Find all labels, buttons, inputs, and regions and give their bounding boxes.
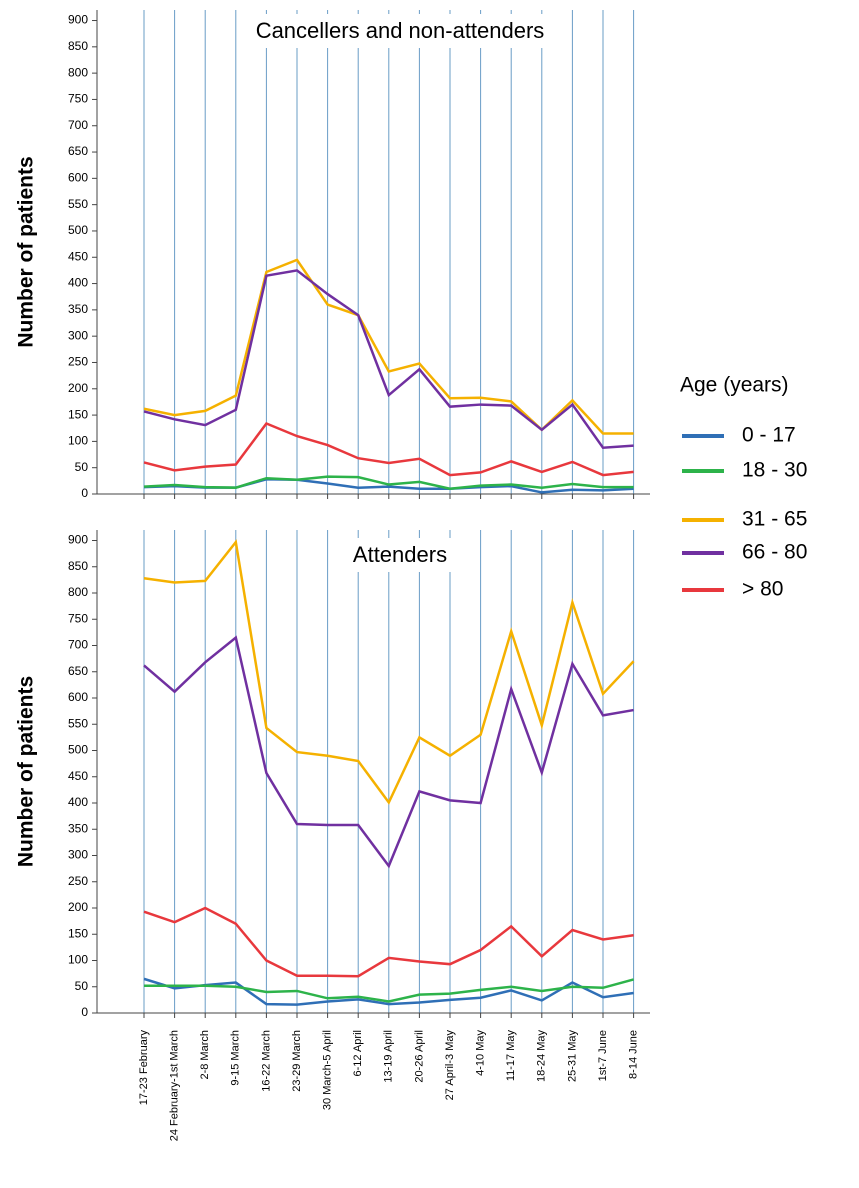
y-tick-label: 650 — [68, 664, 88, 678]
x-tick-label: 30 March-5 April — [322, 1030, 334, 1110]
x-tick-label: 17-23 February — [138, 1030, 150, 1106]
y-tick-label: 750 — [68, 92, 88, 106]
line-series — [143, 977, 634, 1006]
y-tick-label: 400 — [68, 276, 88, 290]
line-series — [144, 978, 634, 1003]
y-tick-label: 0 — [81, 1005, 88, 1019]
x-tick-label: 18-24 May — [536, 1030, 548, 1082]
y-tick-label: 200 — [68, 381, 88, 395]
y-tick-label: 200 — [68, 900, 88, 914]
panel-title: Cancellers and non-attenders — [256, 18, 545, 43]
y-tick-label: 250 — [68, 874, 88, 888]
legend-label: 18 - 30 — [742, 459, 807, 482]
legend-label: 31 - 65 — [742, 508, 807, 531]
y-tick-label: 50 — [75, 979, 89, 993]
y-tick-label: 300 — [68, 328, 88, 342]
y-tick-label: 50 — [75, 460, 89, 474]
legend-label: > 80 — [742, 578, 783, 601]
legend-label: 66 - 80 — [742, 541, 807, 564]
x-tick-label: 2-8 March — [199, 1030, 211, 1080]
y-tick-label: 150 — [68, 926, 88, 940]
y-tick-label: 750 — [68, 611, 88, 625]
y-tick-label: 800 — [68, 65, 88, 79]
title-bg — [237, 14, 563, 48]
x-tick-label: 8-14 June — [628, 1030, 640, 1079]
x-tick-label: 16-22 March — [260, 1030, 272, 1092]
line-series — [143, 906, 634, 978]
y-tick-label: 550 — [68, 716, 88, 730]
y-tick-label: 450 — [68, 769, 88, 783]
x-tick-label: 24 February-1st March — [169, 1030, 181, 1141]
y-tick-label: 600 — [68, 690, 88, 704]
x-tick-label: 25-31 May — [566, 1030, 578, 1082]
y-tick-label: 800 — [68, 585, 88, 599]
line-series — [143, 539, 635, 805]
x-tick-label: 6-12 April — [352, 1030, 364, 1076]
x-tick-label: 13-19 April — [383, 1030, 395, 1083]
y-tick-label: 400 — [68, 795, 88, 809]
y-tick-label: 650 — [68, 144, 88, 158]
y-tick-label: 500 — [68, 223, 88, 237]
line-series — [143, 635, 634, 869]
x-tick-label: 23-29 March — [291, 1030, 303, 1092]
y-tick-label: 600 — [68, 171, 88, 185]
y-tick-label: 500 — [68, 743, 88, 757]
x-tick-label: 1st-7 June — [597, 1030, 609, 1081]
y-axis-label: Number of patients — [15, 676, 38, 867]
title-bg — [343, 538, 457, 572]
line-series — [143, 269, 634, 449]
x-tick-label: 4-10 May — [475, 1030, 487, 1076]
y-tick-label: 0 — [81, 486, 88, 500]
x-tick-label: 11-17 May — [505, 1030, 517, 1082]
legend-title: Age (years) — [680, 374, 789, 397]
y-tick-label: 900 — [68, 13, 88, 27]
y-tick-label: 700 — [68, 638, 88, 652]
y-tick-label: 350 — [68, 302, 88, 316]
y-tick-label: 250 — [68, 355, 88, 369]
line-series — [143, 475, 634, 491]
y-tick-label: 550 — [68, 197, 88, 211]
y-tick-label: 350 — [68, 821, 88, 835]
y-tick-label: 850 — [68, 39, 88, 53]
x-tick-label: 9-15 March — [230, 1030, 242, 1086]
y-tick-label: 150 — [68, 407, 88, 421]
legend-label: 0 - 17 — [742, 424, 796, 447]
y-axis-label: Number of patients — [15, 156, 38, 347]
y-tick-label: 100 — [68, 953, 88, 967]
y-tick-label: 700 — [68, 118, 88, 132]
y-tick-label: 850 — [68, 559, 88, 573]
line-series — [143, 421, 634, 477]
y-tick-label: 450 — [68, 249, 88, 263]
panel-title: Attenders — [353, 542, 447, 567]
x-tick-label: 27 April-3 May — [444, 1030, 456, 1101]
y-tick-label: 300 — [68, 848, 88, 862]
x-tick-label: 20-26 April — [413, 1030, 425, 1083]
y-tick-label: 100 — [68, 434, 88, 448]
y-tick-label: 900 — [68, 533, 88, 547]
